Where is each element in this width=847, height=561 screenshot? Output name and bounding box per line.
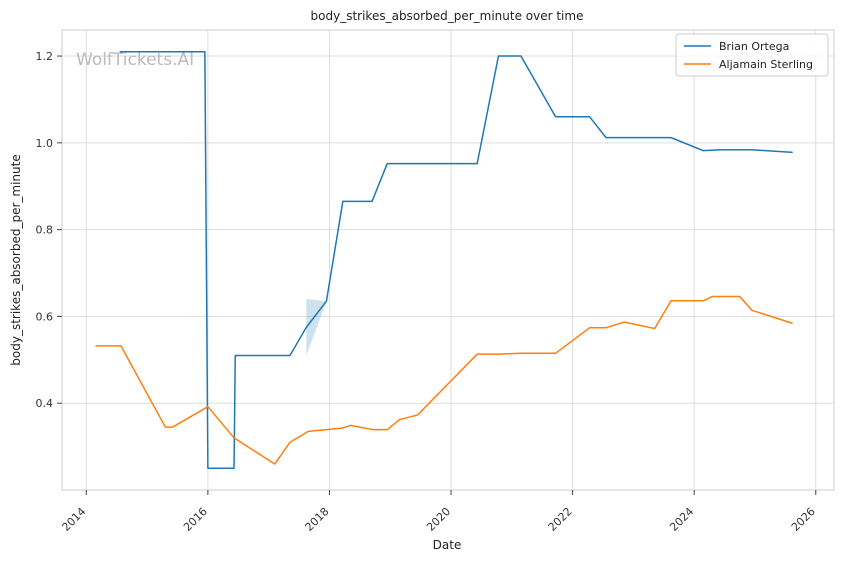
watermark: WolfTickets.AI: [76, 50, 194, 70]
x-axis-title: Date: [433, 538, 462, 552]
y-tick-label: 0.4: [36, 397, 54, 410]
legend-label-brian-ortega: Brian Ortega: [719, 40, 789, 53]
y-axis-ticks: 0.4 0.6 0.8 1.0 1.2: [36, 50, 62, 410]
legend-label-aljamain-sterling: Aljamain Sterling: [719, 58, 813, 71]
y-tick-label: 1.2: [36, 50, 54, 63]
series-line-brian-ortega: [119, 50, 793, 470]
y-tick-label: 1.0: [36, 137, 54, 150]
series-lines: [95, 50, 793, 470]
series-line-aljamain-sterling: [95, 295, 793, 465]
legend-box: [675, 33, 829, 77]
legend: Brian Ortega Aljamain Sterling: [675, 33, 829, 77]
plot-area-frame: [61, 29, 835, 491]
chart-title: body_strikes_absorbed_per_minute over ti…: [311, 9, 584, 23]
confidence-bands: [306, 299, 327, 356]
y-tick-label: 0.8: [36, 224, 54, 237]
y-tick-label: 0.6: [36, 310, 54, 323]
confidence-band-brian-ortega: [306, 299, 327, 356]
y-axis-title: body_strikes_absorbed_per_minute: [9, 154, 23, 365]
